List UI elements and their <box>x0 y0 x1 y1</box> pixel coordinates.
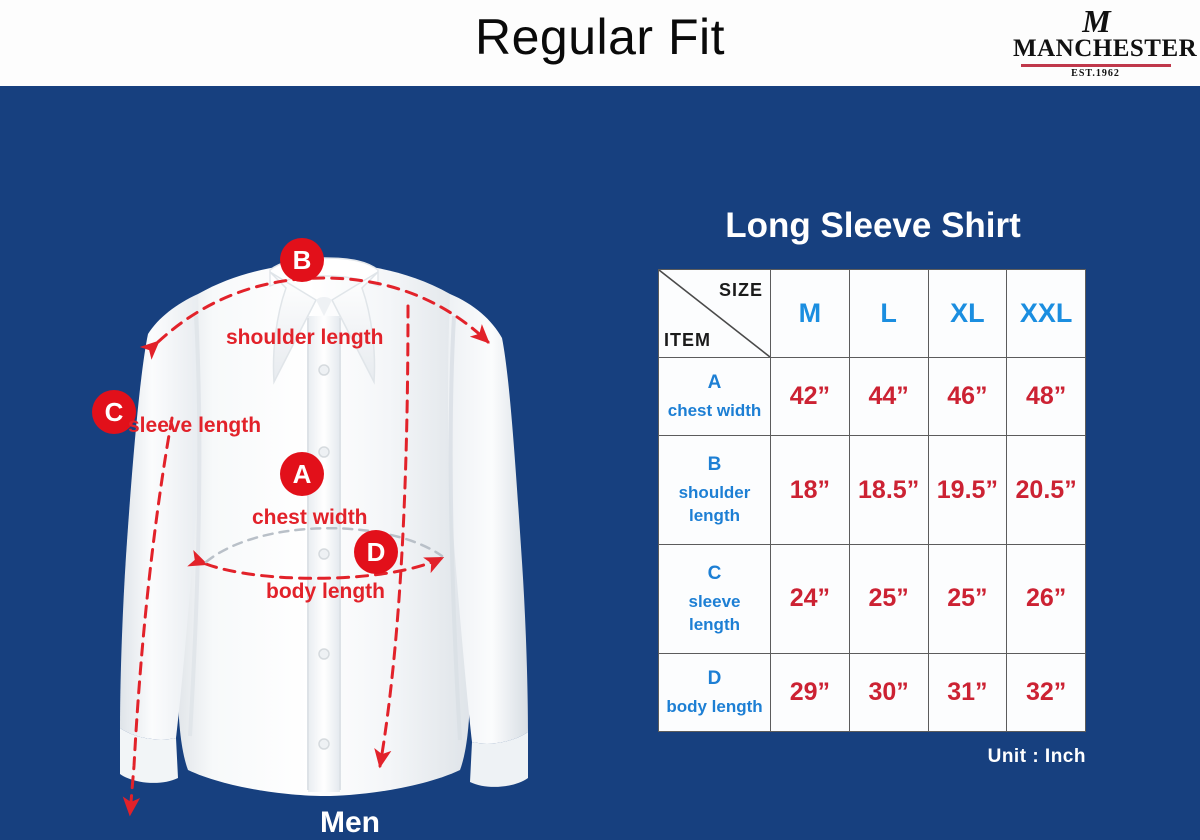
item-name-b: shoulder length <box>678 483 751 526</box>
corner-cell: SIZE ITEM <box>658 269 771 358</box>
brand-divider <box>1020 64 1171 67</box>
size-header-xxl: XXL <box>1006 269 1086 358</box>
marker-label-A: chest width <box>252 506 368 529</box>
guide-sleeve-length <box>122 416 174 817</box>
value-c-m: 24” <box>770 543 850 654</box>
shirt-diagram: B shoulder length C sleeve length A ches… <box>30 166 620 839</box>
table-row: B shoulder length 18” 18.5” 19.5” 20.5” <box>658 435 1086 545</box>
value-c-l: 25” <box>848 543 929 654</box>
brand-established: EST.1962 <box>1071 68 1120 79</box>
marker-badge-D: D <box>354 530 398 574</box>
value-b-xxl: 20.5” <box>1006 435 1086 545</box>
marker-label-D: body length <box>266 580 385 603</box>
item-letter-d: D <box>707 667 722 689</box>
svg-text:C: C <box>105 397 124 427</box>
item-cell-c: C sleeve length <box>658 543 771 654</box>
header-band: Regular Fit M MANCHESTER EST.1962 <box>0 0 1200 86</box>
shirt-placket <box>307 316 341 792</box>
item-letter-a: A <box>707 372 722 394</box>
value-b-xl: 19.5” <box>927 435 1008 545</box>
item-cell-d: D body length <box>658 652 771 733</box>
corner-diagonal-divider <box>659 270 770 357</box>
marker-badge-A: A <box>280 452 324 496</box>
figure-caption: Men <box>320 806 380 839</box>
item-letter-c: C <box>707 562 722 584</box>
item-name-d: body length <box>666 696 763 716</box>
svg-text:B: B <box>293 245 312 275</box>
brand-logo: M MANCHESTER EST.1962 <box>1013 3 1198 84</box>
value-a-xl: 46” <box>927 356 1008 437</box>
body-panel: B shoulder length C sleeve length A ches… <box>0 86 1200 839</box>
marker-badge-C: C <box>92 390 136 434</box>
measurement-guides <box>122 276 490 817</box>
value-d-m: 29” <box>770 652 850 733</box>
value-d-xxl: 32” <box>1006 652 1086 733</box>
value-c-xxl: 26” <box>1006 543 1086 654</box>
marker-badge-B: B <box>280 238 324 282</box>
guide-shoulder-length <box>139 276 490 360</box>
table-row: A chest width 42” 44” 46” 48” <box>658 356 1086 437</box>
shirt-illustration: B shoulder length C sleeve length A ches… <box>92 238 528 817</box>
unit-note: Unit : Inch <box>987 746 1086 767</box>
size-header-xl: XL <box>927 269 1008 358</box>
svg-text:A: A <box>293 459 312 489</box>
size-chart-table: SIZE ITEM M L XL XXL A chest width 42” 4… <box>658 269 1086 733</box>
guide-body-length <box>374 304 410 769</box>
page-title: Regular Fit <box>474 9 726 65</box>
item-cell-a: A chest width <box>658 356 771 437</box>
size-header-l: L <box>848 269 929 358</box>
chart-title: Long Sleeve Shirt <box>725 206 1021 245</box>
value-d-xl: 31” <box>927 652 1008 733</box>
value-d-l: 30” <box>848 652 929 733</box>
item-letter-b: B <box>707 454 722 476</box>
item-name-a: chest width <box>667 401 762 421</box>
corner-item-label: ITEM <box>664 330 711 350</box>
value-b-l: 18.5” <box>848 435 929 545</box>
brand-name: MANCHESTER <box>1013 35 1198 62</box>
value-a-m: 42” <box>770 356 850 437</box>
size-header-m: M <box>770 269 850 358</box>
value-b-m: 18” <box>770 435 850 545</box>
table-header-row: SIZE ITEM M L XL XXL <box>658 269 1086 358</box>
item-cell-b: B shoulder length <box>658 435 771 545</box>
marker-label-C: sleeve length <box>128 414 261 437</box>
corner-size-label: SIZE <box>718 280 763 300</box>
value-a-l: 44” <box>848 356 929 437</box>
guide-chest-width <box>187 550 445 580</box>
marker-label-B: shoulder length <box>226 326 384 349</box>
item-name-c: sleeve length <box>688 591 741 634</box>
brand-monogram-icon: M <box>1082 3 1110 39</box>
svg-text:D: D <box>367 537 386 567</box>
table-row: D body length 29” 30” 31” 32” <box>658 652 1086 733</box>
table-row: C sleeve length 24” 25” 25” 26” <box>658 543 1086 654</box>
value-c-xl: 25” <box>927 543 1008 654</box>
value-a-xxl: 48” <box>1006 356 1086 437</box>
